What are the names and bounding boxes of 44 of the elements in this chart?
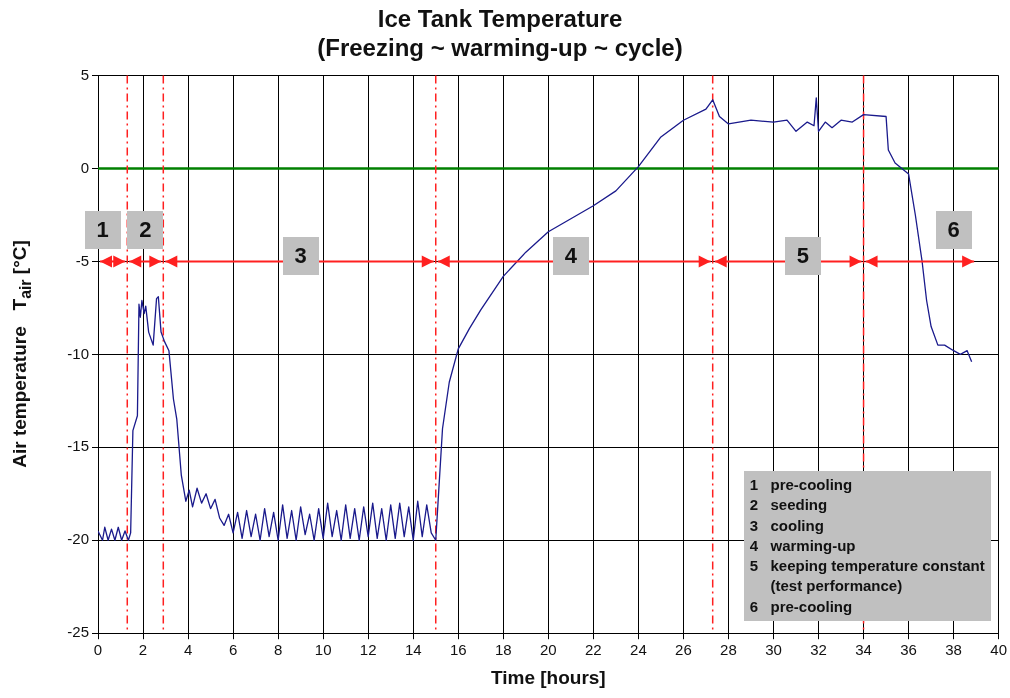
x-tick-label: 14 bbox=[404, 641, 422, 659]
y-tick-label: -10 bbox=[67, 344, 89, 362]
annotation: 2 seeding bbox=[749, 496, 828, 514]
x-tick-label: 6 bbox=[228, 641, 238, 659]
y-tick-label: -25 bbox=[67, 623, 89, 641]
annotation: 3 cooling bbox=[749, 516, 824, 534]
annotation: (test performance) bbox=[770, 577, 903, 595]
x-tick-label: 4 bbox=[183, 641, 193, 659]
x-tick-label: 8 bbox=[273, 641, 283, 659]
text: (Freezing ~ warming-up ~ cycle) bbox=[317, 33, 683, 61]
annotation: 5 bbox=[784, 236, 821, 275]
annotation: 1 pre-cooling bbox=[749, 476, 853, 494]
annotation: 3 bbox=[282, 236, 319, 275]
y-tick-label: 0 bbox=[80, 158, 89, 176]
y-tick-label: -5 bbox=[75, 251, 89, 269]
x-tick-label: 30 bbox=[765, 641, 782, 659]
y-tick-label: 5 bbox=[80, 65, 89, 83]
x-tick-label: 20 bbox=[539, 641, 557, 659]
annotation: 2 bbox=[127, 210, 164, 249]
annotation: 6 pre-cooling bbox=[749, 597, 853, 615]
x-tick-label: 32 bbox=[810, 641, 827, 659]
x-tick-label: 38 bbox=[945, 641, 962, 659]
x-tick-label: 12 bbox=[359, 641, 377, 659]
annotation: 4 bbox=[552, 236, 589, 275]
x-tick-label: 10 bbox=[314, 641, 332, 659]
x-tick-label: 40 bbox=[990, 641, 1007, 659]
x-tick-label: 34 bbox=[855, 641, 872, 659]
annotation: 5 keeping temperature constant bbox=[749, 557, 985, 575]
annotation: 4 warming-up bbox=[749, 536, 856, 554]
x-tick-label: 36 bbox=[900, 641, 917, 659]
x-tick-label: 26 bbox=[675, 641, 692, 659]
text: Ice Tank Temperature bbox=[377, 5, 623, 33]
x-tick-label: 22 bbox=[585, 641, 602, 659]
y-tick-label: -20 bbox=[67, 530, 89, 548]
x-tick-label: 24 bbox=[630, 641, 647, 659]
x-axis-title: Time [hours] bbox=[490, 666, 606, 688]
x-tick-label: 18 bbox=[494, 641, 512, 659]
x-tick-label: 2 bbox=[138, 641, 148, 659]
x-tick-label: 0 bbox=[93, 641, 103, 659]
x-tick-label: 16 bbox=[449, 641, 467, 659]
x-tick-label: 28 bbox=[720, 641, 737, 659]
y-tick-label: -15 bbox=[67, 437, 89, 455]
annotation: 1 bbox=[84, 210, 121, 249]
annotation: 6 bbox=[935, 210, 972, 249]
